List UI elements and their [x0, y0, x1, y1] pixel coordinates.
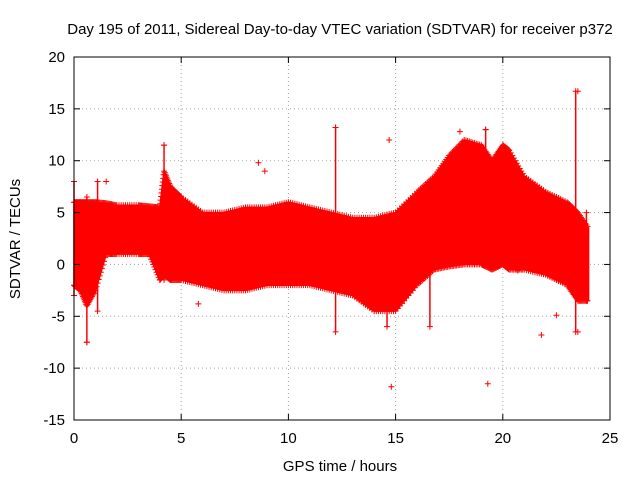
plot-frame: [73, 56, 611, 421]
spike-end-point: [161, 276, 168, 283]
edge-point: [149, 258, 156, 265]
spike-end-point: [384, 323, 391, 330]
edge-point: [101, 258, 108, 265]
y-axis-label: SDTVAR / TECUs: [7, 179, 24, 299]
outlier-point: [456, 128, 463, 135]
outlier-point: [514, 267, 521, 274]
edge-point: [584, 223, 591, 230]
spike-end-point: [482, 230, 489, 237]
ticks: 0 5 10 15 20 25 -15 -10 -5 0 5 10 15 20: [43, 49, 618, 447]
spike-end-point: [583, 209, 590, 216]
edge-point: [177, 192, 184, 199]
outlier-point: [195, 300, 202, 307]
edge-point: [99, 261, 106, 268]
edge-point: [148, 256, 155, 263]
outlier-point: [553, 312, 560, 319]
outlier-point: [332, 124, 339, 131]
x-axis-label: GPS time / hours: [283, 458, 397, 475]
outlier-point: [388, 383, 395, 390]
edge-point: [102, 254, 109, 261]
outlier-point: [538, 331, 545, 338]
outlier-point: [161, 142, 168, 149]
y-tick-label: 10: [48, 153, 65, 170]
outlier-point: [574, 88, 581, 95]
edge-point: [505, 146, 512, 153]
edge-point: [98, 265, 105, 272]
x-tick-label: 25: [602, 430, 619, 447]
data-layer: [71, 88, 591, 390]
spike-end-point: [332, 328, 339, 335]
edge-point: [150, 261, 157, 268]
x-tick-label: 5: [177, 430, 185, 447]
edge-point: [154, 271, 161, 278]
edge-point: [147, 253, 154, 260]
edge-point: [153, 269, 160, 276]
y-tick-label: -10: [43, 360, 65, 377]
data-envelope: [73, 139, 590, 312]
outlier-point: [103, 178, 110, 185]
edge-point: [504, 146, 511, 153]
x-tick-label: 15: [387, 430, 404, 447]
edge-point: [146, 251, 153, 258]
outlier-point: [83, 339, 90, 346]
outlier-point: [255, 159, 262, 166]
outlier-point: [261, 168, 268, 175]
edge-point: [152, 266, 159, 273]
y-tick-label: 5: [57, 205, 65, 222]
spike-end-point: [94, 308, 101, 315]
edge-point: [95, 276, 102, 283]
spike-end-point: [583, 297, 590, 304]
edge-point: [504, 265, 511, 272]
edge-point: [93, 283, 100, 290]
y-tick-label: -5: [52, 308, 65, 325]
y-tick-label: -15: [43, 412, 65, 429]
spike-end-point: [83, 194, 90, 201]
spike-end-point: [384, 214, 391, 221]
spike-end-point: [94, 178, 101, 185]
outlier-point: [482, 126, 489, 133]
x-tick-label: 0: [70, 430, 78, 447]
x-tick-label: 10: [280, 430, 297, 447]
x-tick-label: 20: [494, 430, 511, 447]
y-tick-label: 20: [48, 49, 65, 66]
spike-end-point: [426, 323, 433, 330]
outlier-point: [484, 380, 491, 387]
y-tick-label: 0: [57, 256, 65, 273]
edge-point: [97, 269, 104, 276]
outlier-point: [386, 136, 393, 143]
outlier-point: [574, 328, 581, 335]
spike-end-point: [426, 240, 433, 247]
chart-title: Day 195 of 2011, Sidereal Day-to-day VTE…: [67, 21, 613, 38]
edge-point: [151, 264, 158, 271]
y-tick-label: 15: [48, 101, 65, 118]
